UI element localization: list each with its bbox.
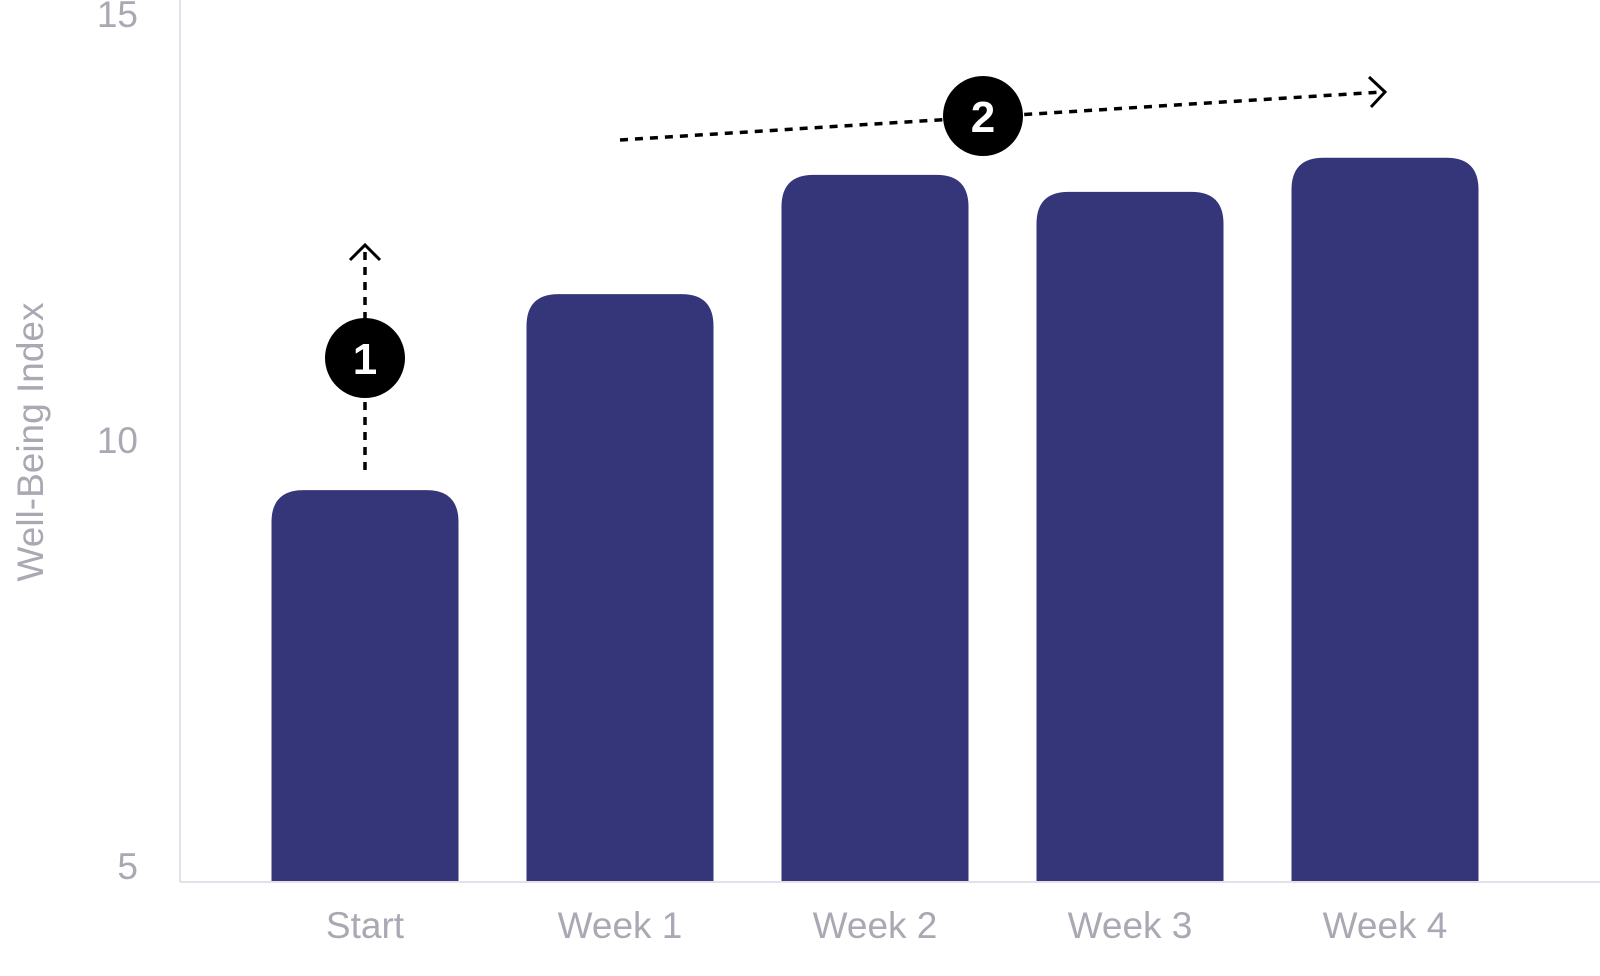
annotation-2-badge <box>943 76 1023 156</box>
bar-week-2 <box>781 174 969 883</box>
annotation-2-label: 2 <box>971 93 995 142</box>
x-tick-label: Start <box>326 905 405 946</box>
annotation-1: 1 <box>325 242 405 470</box>
bar-week-3 <box>1036 191 1224 882</box>
y-tick-label: 5 <box>117 846 138 887</box>
x-tick-label: Week 3 <box>1068 905 1193 946</box>
bar-week-4 <box>1291 157 1479 883</box>
x-tick-label: Week 1 <box>558 905 683 946</box>
x-tick-label: Week 4 <box>1323 905 1448 946</box>
bar-start <box>271 490 459 882</box>
x-tick-label: Week 2 <box>813 905 938 946</box>
y-tick-label: 10 <box>97 420 138 461</box>
bar-week-1 <box>526 294 714 882</box>
annotation-2-arrowhead-icon <box>1367 75 1388 109</box>
annotation-1-arrowhead-icon <box>348 242 382 262</box>
y-axis-label: Well-Being Index <box>10 302 51 582</box>
annotation-1-badge <box>325 318 405 398</box>
annotation-1-label: 1 <box>353 335 377 384</box>
annotation-2: 2 <box>619 75 1388 156</box>
y-tick-label: 15 <box>97 0 138 35</box>
